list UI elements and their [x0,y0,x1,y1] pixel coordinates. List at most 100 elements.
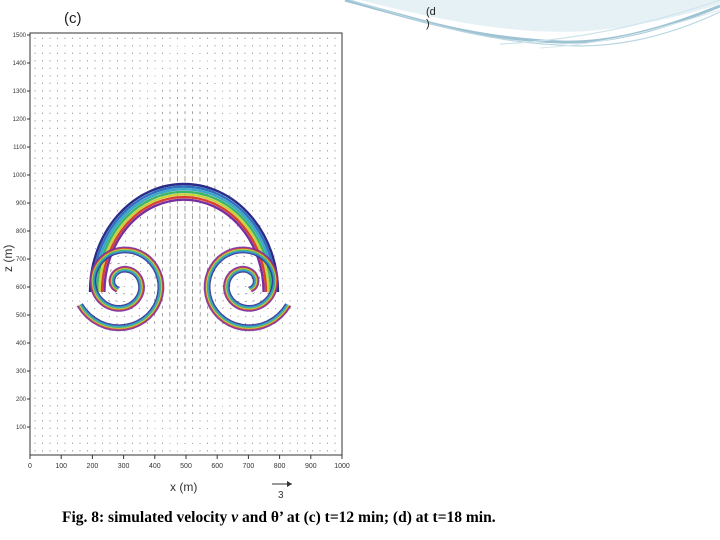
velocity-vector [132,232,134,235]
z-tick-label: 1400 [13,61,27,67]
z-tick-label: 200 [16,397,27,403]
z-axis-label: z (m) [1,245,15,272]
velocity-vector [147,246,149,250]
velocity-vector [123,315,126,317]
velocity-vector [139,262,142,265]
theta-lobe-contour [76,246,165,332]
velocity-vector [274,255,276,257]
velocity-vector [259,300,262,302]
velocity-vector [94,308,96,310]
velocity-vector [124,255,127,257]
velocity-vector [259,284,261,287]
theta-lobe-contour [79,249,162,329]
theta-lobe-contour [78,248,163,330]
velocity-vector [124,240,127,242]
caption-prefix: Fig. 8: simulated velocity [62,509,232,526]
velocity-vector [242,263,246,265]
velocity-vector [131,330,133,332]
z-tick-label: 1300 [13,89,27,95]
velocity-vector [115,300,118,302]
velocity-vector [87,262,89,265]
panel-label-d-line2: ) [426,18,430,30]
velocity-vector [139,231,141,235]
theta-lobe-contour [207,250,289,328]
z-tick-label: 600 [16,285,27,291]
x-tick-label: 300 [118,463,130,470]
velocity-vector [146,299,148,302]
panel-label-d: (d ) [426,6,438,30]
z-tick-label: 1100 [13,145,27,151]
velocity-vector [146,292,148,295]
velocity-vector [222,329,224,332]
velocity-vector [101,315,103,317]
velocity-vector [94,315,96,317]
velocity-vector [237,330,239,332]
theta-contours [76,182,292,332]
z-tick-label: 1500 [13,33,27,39]
velocity-vector [229,232,231,235]
vector-scale: 3 [272,481,292,501]
velocity-vector [222,307,224,310]
x-tick-label: 900 [305,463,317,470]
x-tick-label: 500 [180,463,192,470]
velocity-vector [244,323,247,325]
velocity-vector [101,307,103,310]
velocity-vector [281,255,283,257]
velocity-vector [124,330,126,332]
velocity-vector [252,300,255,302]
velocity-vector [237,315,239,317]
velocity-vector [132,278,134,280]
velocity-vector [131,315,133,317]
velocity-vector [228,263,231,265]
z-tick-label: 400 [16,341,27,347]
z-tick-label: 1000 [13,173,27,179]
deco-wave-thin2 [499,0,720,45]
velocity-vector [147,231,149,235]
velocity-vector [154,245,156,250]
velocity-vector-field [34,37,336,452]
velocity-vector [86,308,88,310]
velocity-vector [117,262,120,265]
z-tick-label: 500 [16,313,27,319]
velocity-vector [146,321,148,325]
theta-lobe-contour [80,250,160,327]
theta-arch-contour [93,188,275,293]
velocity-vector [123,323,126,325]
velocity-vector [147,238,149,242]
x-tick-label: 0 [28,463,32,470]
velocity-vector [139,247,142,250]
velocity-vector [108,300,111,302]
velocity-vector [229,307,232,310]
velocity-vector [221,238,223,242]
velocity-vector [236,240,238,242]
velocity-vector [132,255,135,257]
theta-lobe-contour [77,247,164,331]
x-axis-label: x (m) [170,480,197,494]
theta-lobe-contour [204,247,291,331]
velocity-vector [214,253,216,257]
velocity-vector [236,225,238,227]
theta-arch-contour [98,193,270,293]
x-tick-label: 1000 [334,463,350,470]
velocity-vector [87,255,89,257]
velocity-vector [259,292,262,295]
z-tick-label: 900 [16,201,27,207]
velocity-vector [229,224,231,227]
x-tick-label: 600 [211,463,223,470]
theta-lobe-contour [205,248,290,330]
velocity-vector [147,269,149,272]
velocity-vector [116,315,118,317]
velocity-vector [87,248,89,250]
velocity-vector [244,300,248,302]
velocity-vector [258,269,261,272]
velocity-vector [132,240,134,242]
velocity-vector [250,262,253,265]
z-tick-label: 100 [16,425,27,431]
velocity-vector [259,315,262,317]
velocity-vector [94,300,96,302]
theta-lobe-contour [79,250,161,328]
velocity-vector [214,245,216,250]
x-axis-ticks: 0 100 200 300 400 500 600 700 800 900 1000 [28,455,350,470]
velocity-vector [237,338,239,340]
velocity-vector [237,286,239,288]
